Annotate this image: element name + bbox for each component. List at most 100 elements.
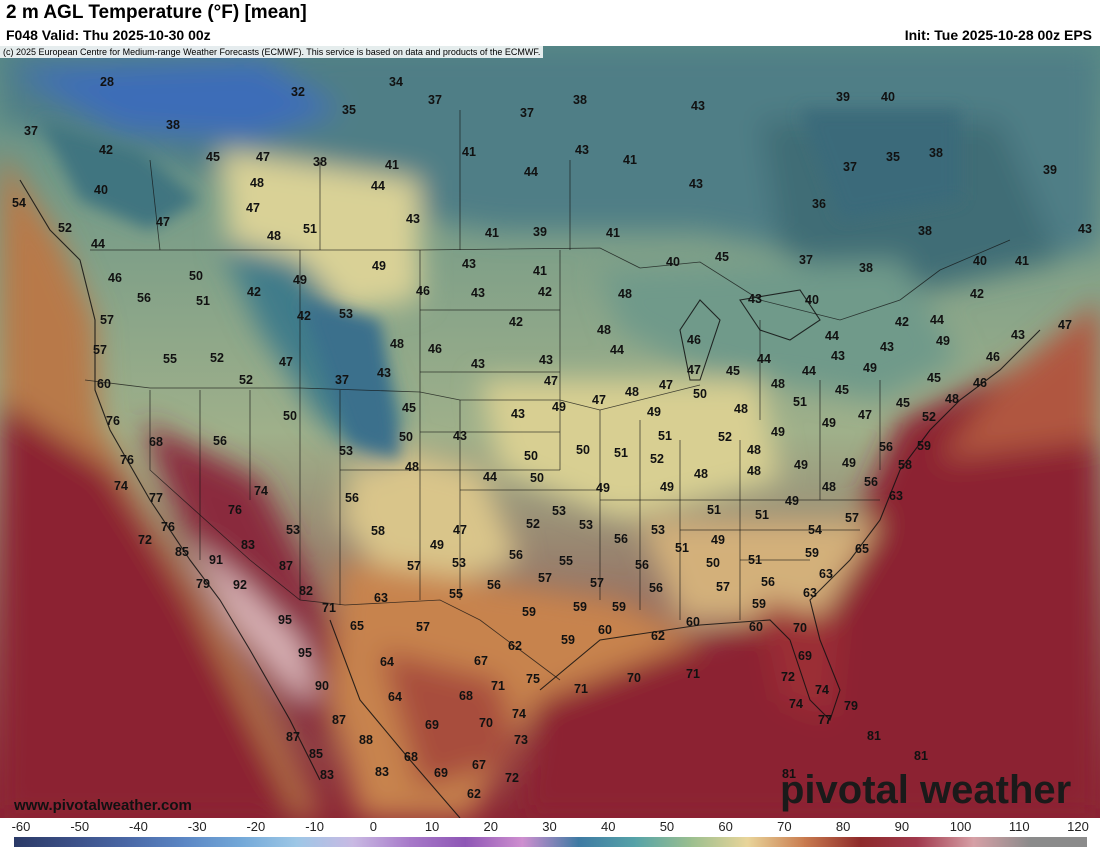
- temperature-value: 47: [687, 363, 701, 377]
- temperature-value: 39: [836, 90, 850, 104]
- temperature-value: 43: [880, 340, 894, 354]
- temperature-value: 40: [973, 254, 987, 268]
- colorbar-tick-label: -20: [246, 819, 266, 834]
- temperature-value: 60: [686, 615, 700, 629]
- temperature-value: 48: [822, 480, 836, 494]
- temperature-value: 71: [686, 667, 700, 681]
- temperature-value: 47: [279, 355, 293, 369]
- temperature-value: 85: [309, 747, 323, 761]
- temperature-value: 63: [889, 489, 903, 503]
- temperature-value: 37: [24, 124, 38, 138]
- temperature-value: 83: [375, 765, 389, 779]
- colorbar-segment: [296, 837, 354, 847]
- colorbar-segment: [973, 837, 1031, 847]
- temperature-value: 74: [254, 484, 268, 498]
- colorbar-tick-label: 40: [600, 819, 616, 834]
- temperature-value: 56: [864, 475, 878, 489]
- temperature-value: 41: [485, 226, 499, 240]
- temperature-value: 51: [755, 508, 769, 522]
- temperature-value: 49: [711, 533, 725, 547]
- temperature-value: 54: [12, 196, 26, 210]
- temperature-value: 44: [802, 364, 816, 378]
- temperature-value: 44: [930, 313, 944, 327]
- temperature-value: 63: [374, 591, 388, 605]
- temperature-value: 44: [371, 179, 385, 193]
- temperature-value: 71: [322, 601, 336, 615]
- colorbar-segment: [747, 837, 805, 847]
- temperature-value: 48: [390, 337, 404, 351]
- temperature-value: 44: [91, 237, 105, 251]
- temperature-value: 64: [380, 655, 394, 669]
- temperature-value: 47: [1058, 318, 1072, 332]
- temperature-value: 42: [509, 315, 523, 329]
- temperature-value: 37: [520, 106, 534, 120]
- temperature-value: 59: [573, 600, 587, 614]
- temperature-value: 72: [781, 670, 795, 684]
- temperature-value: 56: [649, 581, 663, 595]
- temperature-value: 43: [406, 212, 420, 226]
- temperature-value: 37: [799, 253, 813, 267]
- temperature-value: 43: [453, 429, 467, 443]
- temperature-value: 56: [487, 578, 501, 592]
- temperature-value: 59: [752, 597, 766, 611]
- temperature-value: 38: [166, 118, 180, 132]
- colorbar-tick-label: 0: [369, 819, 377, 834]
- temperature-value: 59: [805, 546, 819, 560]
- temperature-value: 45: [726, 364, 740, 378]
- temperature-value: 59: [561, 633, 575, 647]
- colorbar-tick-label: 10: [424, 819, 440, 834]
- temperature-value: 55: [559, 554, 573, 568]
- temperature-value: 71: [574, 682, 588, 696]
- website-url[interactable]: www.pivotalweather.com: [14, 797, 192, 814]
- temperature-value: 54: [808, 523, 822, 537]
- temperature-value: 45: [206, 150, 220, 164]
- colorbar-segment: [126, 837, 185, 847]
- temperature-value: 76: [228, 503, 242, 517]
- temperature-value: 87: [286, 730, 300, 744]
- temperature-value: 74: [789, 697, 803, 711]
- temperature-value: 56: [345, 491, 359, 505]
- colorbar-segment: [239, 837, 298, 847]
- temperature-value: 87: [279, 559, 293, 573]
- temperature-value: 74: [512, 707, 526, 721]
- temperature-value: 46: [687, 333, 701, 347]
- temperature-value: 74: [815, 683, 829, 697]
- colorbar-tick-label: 110: [1008, 819, 1030, 834]
- temperature-value: 95: [298, 646, 312, 660]
- temperature-value: 38: [859, 261, 873, 275]
- temperature-value: 57: [845, 511, 859, 525]
- temperature-value: 46: [108, 271, 122, 285]
- temperature-value: 49: [785, 494, 799, 508]
- colorbar-tick-label: 100: [949, 819, 972, 834]
- temperature-value: 43: [1011, 328, 1025, 342]
- temperature-value: 57: [100, 313, 114, 327]
- temperature-value: 42: [247, 285, 261, 299]
- colorbar-gradient: [14, 837, 1087, 847]
- temperature-value: 64: [388, 690, 402, 704]
- temperature-value: 47: [453, 523, 467, 537]
- temperature-value: 43: [539, 353, 553, 367]
- temperature-value: 51: [707, 503, 721, 517]
- temperature-value: 50: [524, 449, 538, 463]
- temperature-value: 53: [651, 523, 665, 537]
- temperature-value: 70: [627, 671, 641, 685]
- temperature-value: 43: [748, 292, 762, 306]
- temperature-map[interactable]: 28 32 34 37 35 37 38 43 39 40 37 38 42 45 47 38 41 41 43 41…: [0, 46, 1100, 818]
- temperature-value: 47: [592, 393, 606, 407]
- temperature-value: 56: [509, 548, 523, 562]
- temperature-value: 70: [793, 621, 807, 635]
- temperature-value: 49: [372, 259, 386, 273]
- temperature-value: 70: [479, 716, 493, 730]
- temperature-value: 56: [761, 575, 775, 589]
- temperature-value: 46: [428, 342, 442, 356]
- temperature-value: 50: [399, 430, 413, 444]
- temperature-value: 48: [618, 287, 632, 301]
- temperature-value: 48: [597, 323, 611, 337]
- temperature-value: 52: [239, 373, 253, 387]
- temperature-value: 62: [467, 787, 481, 801]
- colorbar-tick-label: 50: [659, 819, 675, 834]
- temperature-value: 83: [241, 538, 255, 552]
- temperature-value: 43: [471, 357, 485, 371]
- temperature-value: 48: [405, 460, 419, 474]
- temperature-value: 58: [371, 524, 385, 538]
